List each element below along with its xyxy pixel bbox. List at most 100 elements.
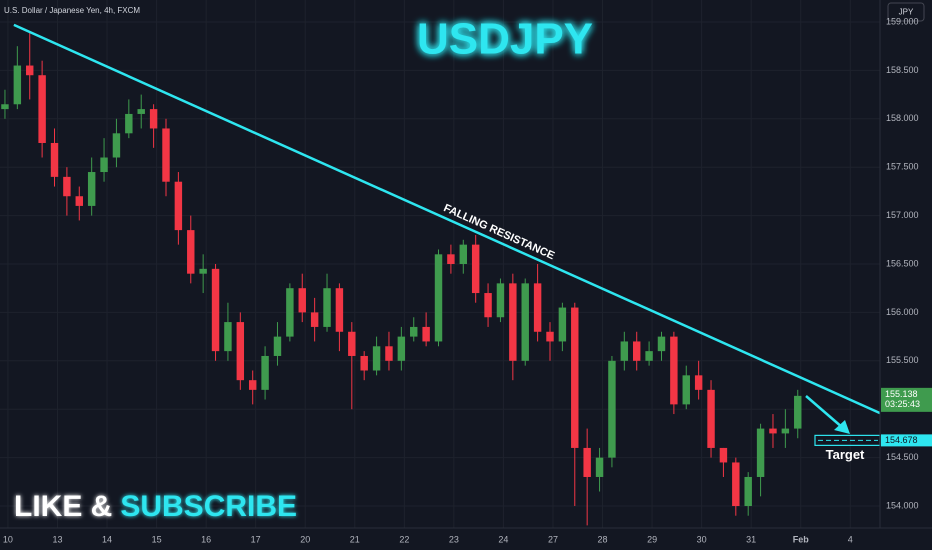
candle-body: [546, 331, 554, 342]
candle-body: [236, 322, 245, 381]
target-price-tag: [881, 434, 932, 447]
candle-body: [657, 336, 666, 352]
target-arrow: [805, 395, 850, 434]
candle-body: [100, 157, 108, 173]
x-tick-label: 29: [647, 534, 657, 544]
x-tick-label: 13: [52, 534, 62, 544]
candle-body: [434, 254, 443, 342]
candle-body: [372, 346, 381, 371]
candle-body: [112, 133, 121, 158]
x-tick-label: 21: [350, 534, 360, 544]
candle-body: [632, 341, 641, 361]
x-tick-label: 22: [399, 534, 409, 544]
x-tick-label: 10: [3, 534, 13, 544]
candle-body: [571, 307, 579, 448]
candle-body: [50, 142, 59, 177]
candle-body: [125, 113, 133, 134]
x-tick-label: 14: [102, 534, 112, 544]
candle-body: [707, 389, 715, 448]
candle-body: [174, 181, 183, 231]
candle-body: [360, 355, 368, 371]
candle-body: [385, 346, 393, 361]
candle-body: [781, 428, 790, 434]
x-tick-label: 15: [152, 534, 162, 544]
candle-body: [756, 428, 765, 477]
chart-title: USDJPY: [417, 15, 593, 64]
candle-body: [410, 326, 418, 337]
candle-body: [63, 176, 71, 197]
y-tick-label: 156.000: [886, 307, 919, 317]
candle-body: [794, 395, 802, 429]
x-tick-label: 4: [848, 534, 853, 544]
candle-body: [38, 75, 46, 143]
x-tick-label: 28: [598, 534, 608, 544]
candles: [1, 31, 802, 526]
y-tick-label: 158.500: [886, 65, 919, 75]
x-tick-label: Feb: [793, 534, 810, 544]
candle-body: [187, 230, 195, 274]
candle-body: [645, 351, 653, 361]
y-tick-label: 154.000: [886, 500, 919, 510]
candle-body: [682, 375, 690, 405]
cta-like: LIKE &: [14, 490, 112, 523]
candle-body: [335, 288, 344, 332]
x-tick-label: 17: [251, 534, 261, 544]
y-tick-label: 158.000: [886, 113, 919, 123]
y-tick-label: 159.000: [886, 16, 919, 26]
candle-body: [620, 341, 629, 361]
x-tick-label: 27: [548, 534, 558, 544]
y-tick-label: 157.500: [886, 162, 919, 172]
candle-body: [348, 331, 356, 356]
target-price-label: 154.678: [885, 435, 918, 445]
y-tick-label: 154.500: [886, 452, 919, 462]
candle-body: [199, 268, 207, 274]
candle-body: [521, 283, 529, 361]
candle-body: [211, 268, 220, 352]
last-price-label: 155.138: [885, 389, 918, 399]
candle-body: [583, 447, 591, 477]
candle-body: [87, 172, 96, 206]
candle-body: [310, 312, 319, 327]
currency-label[interactable]: JPY: [899, 8, 914, 17]
candle-body: [261, 355, 269, 390]
candle-body: [459, 244, 468, 264]
candle-body: [558, 307, 567, 342]
x-tick-label: 24: [498, 534, 508, 544]
y-tick-label: 157.000: [886, 210, 919, 220]
grid: [0, 0, 880, 528]
countdown-label: 03:25:43: [885, 399, 920, 409]
candle-body: [137, 109, 145, 114]
candle-body: [422, 326, 430, 342]
candle-body: [162, 128, 170, 182]
last-price-tag: [881, 387, 932, 412]
x-tick-label: 16: [201, 534, 211, 544]
target-text: Target: [826, 447, 865, 462]
candle-body: [670, 336, 678, 405]
candle-body: [509, 283, 517, 361]
y-tick-label: 156.500: [886, 258, 919, 268]
x-tick-label: 31: [746, 534, 756, 544]
candle-body: [447, 254, 455, 264]
candle-body: [595, 457, 604, 477]
candle-body: [769, 428, 777, 434]
candle-body: [744, 476, 752, 507]
candle-body: [286, 288, 294, 337]
candle-body: [248, 380, 257, 390]
candle-body: [484, 293, 492, 318]
candle-body: [273, 336, 282, 356]
candle-body: [732, 462, 740, 507]
symbol-header: U.S. Dollar / Japanese Yen, 4h, FXCM: [4, 6, 140, 15]
currency-button[interactable]: [887, 2, 925, 22]
candle-body: [533, 283, 542, 332]
candle-body: [719, 447, 728, 463]
candle-body: [608, 360, 616, 458]
candle-body: [26, 65, 34, 76]
candle-body: [471, 244, 480, 294]
candle-body: [694, 375, 703, 390]
candle-body: [75, 196, 83, 206]
x-tick-label: 23: [449, 534, 459, 544]
candle-body: [13, 65, 22, 105]
